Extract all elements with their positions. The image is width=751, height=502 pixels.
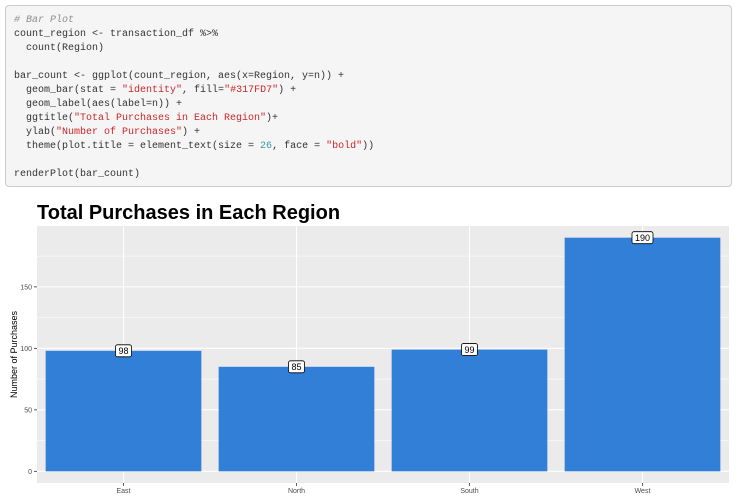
code-line: geom_label(aes(label=n)) + <box>14 98 731 112</box>
code-token-plain: )) <box>362 141 375 152</box>
y-axis-ticks: 0 50 100 150 <box>20 284 37 476</box>
code-line: bar_count <- ggplot(count_region, aes(x=… <box>14 70 731 84</box>
code-token-string: "bold" <box>326 141 363 152</box>
code-line: geom_bar(stat = "identity", fill="#317FD… <box>14 84 731 98</box>
code-token-plain: renderPlot(bar_count) <box>14 169 141 180</box>
code-chunk: # Bar Plot count_region <- transaction_df… <box>5 5 732 187</box>
bar-south <box>391 349 548 472</box>
x-tick-label: South <box>460 488 478 495</box>
chart-title: Total Purchases in Each Region <box>37 202 340 224</box>
y-tick-label: 50 <box>24 407 32 414</box>
code-line: count(Region) <box>14 42 731 56</box>
data-label-box <box>288 360 305 374</box>
bar-north <box>218 366 375 472</box>
data-label: 85 <box>291 362 301 372</box>
bars <box>45 237 721 472</box>
data-labels: 98 85 99 190 <box>115 231 654 374</box>
code-line: # Bar Plot <box>14 14 731 28</box>
code-line: theme(plot.title = element_text(size = 2… <box>14 140 731 154</box>
code-token-string: "Number of Purchases" <box>56 127 183 138</box>
code-line: ggtitle("Total Purchases in Each Region"… <box>14 112 731 126</box>
y-tick-label: 150 <box>20 284 32 291</box>
x-tick-label: North <box>288 488 305 495</box>
code-token-plain: ggtitle( <box>14 113 75 124</box>
code-token-plain: count(Region) <box>14 43 105 54</box>
code-token-plain: )+ <box>266 113 279 124</box>
code-token-number: 26 <box>260 141 273 152</box>
x-tick-label: West <box>635 488 651 495</box>
y-tick-label: 0 <box>28 469 32 476</box>
bar-west <box>564 237 721 472</box>
data-label: 98 <box>118 346 128 356</box>
data-label-box <box>461 343 478 356</box>
code-token-plain: count_region <- transaction_df %>% <box>14 29 219 40</box>
y-axis-title: Number of Purchases <box>9 310 19 398</box>
code-line <box>14 154 731 168</box>
code-token-plain: ylab( <box>14 127 57 138</box>
data-label-box <box>115 344 132 358</box>
x-axis-ticks: East North South West <box>116 483 650 495</box>
code-token-string: "identity" <box>122 85 183 96</box>
data-label: 190 <box>635 233 650 243</box>
code-token-plain: , face = <box>272 141 327 152</box>
bar-chart: Total Purchases in Each Region 98 85 99 190… <box>9 202 729 495</box>
code-token-plain: theme(plot.title = element_text(size = <box>14 141 261 152</box>
code-token-plain: geom_label(aes(label=n)) + <box>14 99 183 110</box>
data-label-box <box>631 231 654 245</box>
code-line <box>14 56 731 70</box>
code-token-plain: ) + <box>278 85 297 96</box>
code-token-plain: , fill= <box>182 85 225 96</box>
x-tick-label: East <box>116 488 130 495</box>
code-token-plain: bar_count <- ggplot(count_region, aes(x=… <box>14 71 345 82</box>
code-token-plain: ) + <box>182 127 201 138</box>
code-token-comment: # Bar Plot <box>14 15 75 26</box>
code-token-string: "#317FD7" <box>224 85 279 96</box>
code-token-plain: geom_bar(stat = <box>14 85 123 96</box>
data-label: 99 <box>464 345 474 355</box>
code-line: renderPlot(bar_count) <box>14 168 731 182</box>
code-lines: # Bar Plot count_region <- transaction_df… <box>14 14 731 182</box>
code-line: count_region <- transaction_df %>% <box>14 28 731 42</box>
code-token-string: "Total Purchases in Each Region" <box>74 113 267 124</box>
y-tick-label: 100 <box>20 346 32 353</box>
bar-east <box>45 350 202 472</box>
code-line: ylab("Number of Purchases") + <box>14 126 731 140</box>
